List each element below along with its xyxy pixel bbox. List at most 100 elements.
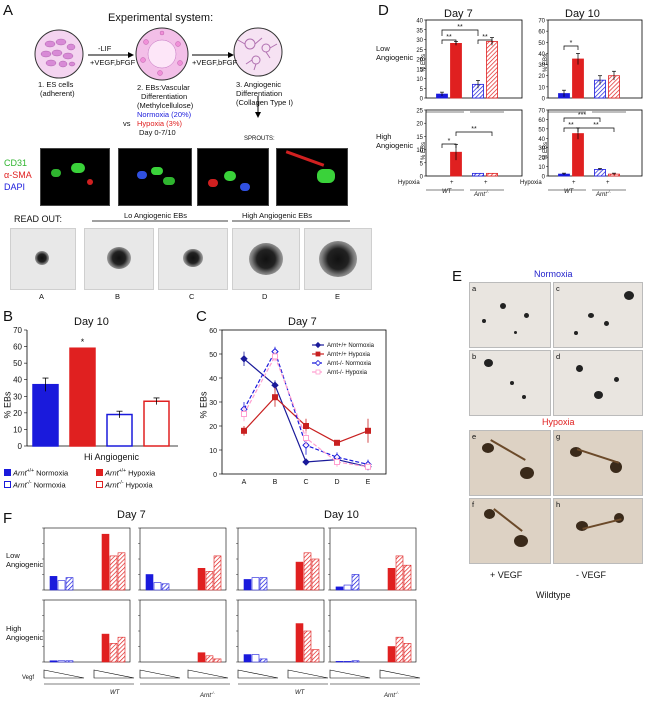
d-bracket: [455, 131, 493, 136]
panel-f-row1-line2: Angiogenic: [6, 560, 44, 569]
d-significance: **: [471, 126, 477, 133]
eb-image-d: [232, 228, 300, 290]
c-legend-marker: [315, 351, 321, 357]
d-y-tick-label: 5: [420, 161, 424, 167]
panel-label-c: C: [196, 308, 207, 325]
c-data-point: [303, 435, 309, 441]
f-vegf-ramp: [93, 669, 135, 679]
d-y-tick-label: 30: [538, 146, 545, 152]
legend-swatch-wt-normoxia: [4, 469, 11, 476]
f-bar: [101, 533, 110, 591]
f-bar: [109, 643, 118, 663]
c-data-point: [334, 439, 340, 446]
d-significance: **: [593, 122, 599, 129]
stain-cd31: CD31: [4, 158, 28, 168]
eb-image-a: [10, 228, 76, 290]
c-y-tick-label: 40: [209, 376, 217, 383]
f-bar: [57, 660, 66, 663]
panel-b-legend: Arnt+/+ Normoxia Arnt+/+ Hypoxia Arnt-/-…: [4, 468, 184, 492]
legend-ko-hypoxia: Arnt-/- Hypoxia: [105, 480, 153, 490]
f-bar: [153, 582, 162, 591]
photo-g: [553, 430, 643, 496]
f-bar: [65, 577, 74, 591]
photo-label-d: d: [556, 352, 561, 361]
d-y-tick-label: 0: [420, 175, 424, 181]
f-plot-frame: [139, 599, 227, 663]
f-bar: [101, 633, 110, 663]
d-y-tick-label: 10: [538, 85, 545, 91]
legend-swatch-ko-hypoxia: [96, 481, 103, 488]
panel-f-row2-line1: High: [6, 624, 22, 633]
c-legend-label: Arnt-/- Normoxia: [327, 361, 372, 367]
panel-label-f: F: [3, 510, 13, 527]
d-y-tick-label: 0: [420, 97, 424, 103]
f-bar: [387, 567, 396, 591]
d-significance: **: [446, 34, 452, 41]
stain-dapi: DAPI: [4, 182, 26, 192]
b-y-tick-label: 50: [13, 359, 22, 368]
step3-line1: 3. Angiogenic: [236, 80, 282, 89]
d-y-tick-label: 5: [420, 87, 424, 93]
legend-ko-normoxia: Arnt-/- Normoxia: [13, 480, 66, 490]
f-bar: [259, 658, 268, 663]
d-y-tick-label: 30: [416, 38, 423, 44]
panel-f-arnt-2: Arnt-/-: [384, 690, 399, 699]
d-y-tick-label: 20: [416, 122, 423, 128]
panel-label-a: A: [3, 2, 14, 19]
normoxia-label: Normoxia (20%): [137, 110, 192, 119]
eb-image-b: [84, 228, 154, 290]
d-y-tick-label: 10: [416, 77, 423, 83]
d-y-tick-label: 60: [538, 30, 545, 36]
c-y-tick-label: 20: [209, 424, 217, 431]
f-bar: [395, 636, 404, 663]
photo-a: [469, 282, 551, 348]
c-data-point: [272, 394, 278, 401]
photo-label-h: h: [556, 500, 561, 509]
panel-d-plus-1: +: [450, 180, 454, 186]
f-vegf-ramp: [43, 669, 85, 679]
c-legend-label: Arnt+/+ Hypoxia: [327, 352, 371, 358]
f-bar: [311, 649, 320, 663]
c-x-tick-label: B: [273, 479, 278, 486]
c-x-tick-label: C: [303, 479, 308, 486]
b-y-tick-label: 10: [13, 425, 22, 434]
b-y-tick-label: 20: [13, 409, 22, 418]
d-y-tick-label: 20: [538, 74, 545, 80]
d-bar: [472, 172, 484, 177]
es-cell-colonies: [40, 38, 76, 68]
c-y-tick-label: 50: [209, 352, 217, 359]
experimental-system-title: Experimental system:: [108, 12, 214, 24]
c-legend-label: Arnt-/- Hypoxia: [327, 370, 368, 376]
panel-d-row1-line1: Low: [376, 44, 390, 53]
d-bar: [486, 172, 498, 177]
arrow1-top-label: -LIF: [98, 44, 112, 53]
photo-label-a: a: [472, 284, 477, 293]
f-bar: [243, 579, 252, 591]
d-y-tick-label: 70: [538, 19, 545, 25]
c-data-point: [303, 423, 309, 429]
c-data-point: [334, 459, 340, 465]
step3-line2: Differentiation: [236, 89, 283, 98]
eb-label-a: A: [39, 292, 45, 301]
eb-image-e: [304, 228, 372, 290]
f-bar: [387, 646, 396, 663]
f-bar: [403, 564, 412, 591]
f-bar: [303, 552, 312, 591]
f-bar: [335, 586, 344, 591]
panel-d-plus-2: +: [484, 180, 488, 186]
micrograph-3: [197, 148, 269, 206]
b-bar: [143, 400, 170, 447]
d-y-tick-label: 40: [538, 137, 545, 143]
f-bar: [145, 574, 154, 591]
micrograph-4: [276, 148, 348, 206]
d-y-tick-label: 15: [416, 67, 423, 73]
photo-label-b: b: [472, 352, 477, 361]
d-y-tick-label: 25: [416, 48, 423, 54]
d-y-tick-label: 40: [538, 52, 545, 58]
f-bar: [57, 580, 66, 591]
f-bar: [351, 574, 360, 591]
d-y-tick-label: 20: [416, 58, 423, 64]
eb-image-c: [158, 228, 228, 290]
